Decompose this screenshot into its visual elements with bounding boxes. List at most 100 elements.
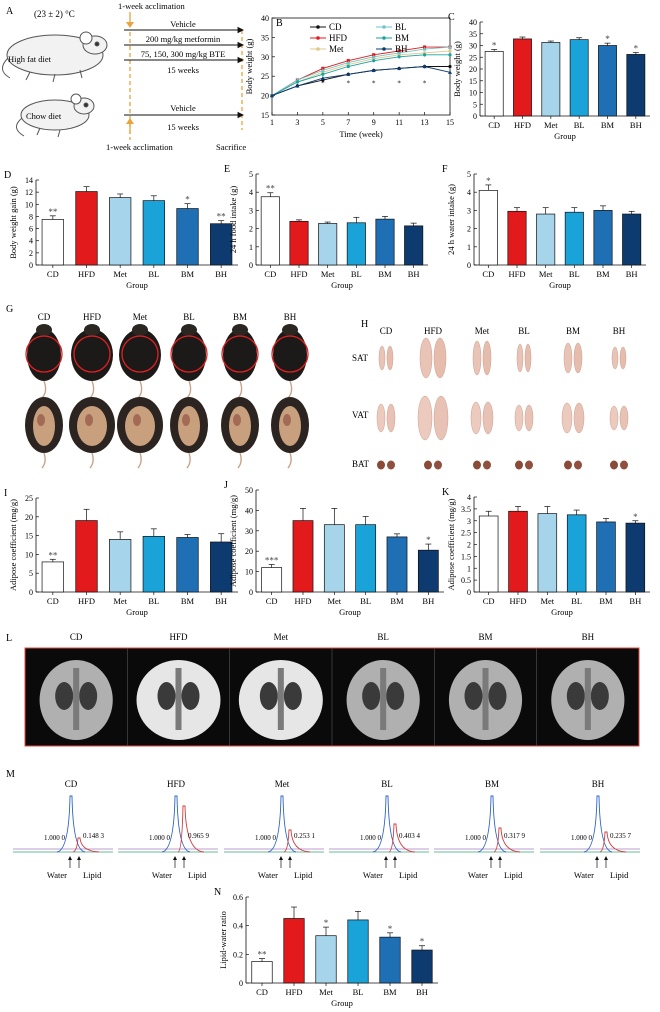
legend-label: BM <box>395 33 409 43</box>
legend-label: BH <box>395 44 408 54</box>
arrow-head-icon <box>237 111 245 119</box>
chart-f-water-intake: F 0 1 2 3 4 5 * CD HFD Met BL BM BH Group 24 h water in… <box>442 164 646 290</box>
sat-tissue-photo <box>611 346 619 370</box>
y-tick-label: 10 <box>469 89 477 98</box>
x-tick-label: BL <box>574 120 585 130</box>
y-axis-label: Adipose coefficient (mg/g) <box>8 499 18 591</box>
legend-marker <box>316 47 320 51</box>
lipid-label: Lipid <box>504 870 523 880</box>
x-tick-label: 5 <box>321 118 325 127</box>
mri-spine <box>584 668 591 730</box>
x-tick-label: CD <box>47 269 59 279</box>
bar-bl <box>569 39 589 117</box>
chow-diet-label: Chow diet <box>26 111 62 121</box>
sat-tissue-photo <box>573 342 583 374</box>
chow-vehicle-label: Vehicle <box>170 103 196 113</box>
bat-tissue-photo <box>610 460 618 470</box>
sat-tissue-photo <box>378 345 386 371</box>
bat-tissue-photo <box>377 460 385 470</box>
y-axis-label: Body weight gain (g) <box>8 186 18 259</box>
chart-i-adipose-sat: I 0 5 10 15 20 25 ** CD HFD Met BL BM BH Group Adipose … <box>4 488 238 617</box>
bar-bl <box>566 514 587 593</box>
arrow-head-icon <box>126 22 134 28</box>
x-tick-label: Met <box>540 596 554 606</box>
bar-bm <box>379 936 401 984</box>
bat-tissue-photo <box>387 460 395 470</box>
y-tick-label: 3 <box>467 206 471 215</box>
bar-bl <box>564 211 584 266</box>
legend-marker <box>316 36 320 40</box>
bar-met <box>323 524 345 593</box>
water-reference-value: 1.000 0 <box>255 834 277 842</box>
x-tick-label: BH <box>422 596 434 606</box>
bat-tissue-photo <box>525 460 533 470</box>
bar-cd <box>41 561 64 593</box>
spectrum-group-label: BL <box>381 779 393 789</box>
lipid-water-value: 0.317 9 <box>504 832 526 840</box>
mouse-tail <box>237 380 243 399</box>
x-tick-label: BM <box>383 987 397 997</box>
x-axis-label: Time (week) <box>339 129 383 139</box>
arrow-head-icon <box>595 856 599 860</box>
significance-mark: ** <box>48 550 58 560</box>
x-tick-label: BM <box>601 120 615 130</box>
legend-label: HFD <box>329 33 348 43</box>
water-peak <box>267 795 297 853</box>
mri-group-label: HFD <box>169 632 188 642</box>
y-axis-label: 24 h food intake (g) <box>228 186 238 254</box>
arrow-head-icon <box>288 856 292 860</box>
x-tick-label: HFD <box>285 987 302 997</box>
y-tick-label: 25 <box>261 72 269 81</box>
tissue-group-label: BH <box>613 326 626 336</box>
panel-g-mouse-photos: G CD HFD Met BL BM BH <box>6 304 309 469</box>
legend-label: BL <box>395 22 407 32</box>
x-tick-label: HFD <box>508 269 525 279</box>
x-tick-label: BH <box>215 269 227 279</box>
lipid-peak <box>177 805 205 853</box>
y-axis-label: Adipose coefficient (mg/g) <box>228 495 238 587</box>
vat-tissue-photo <box>433 395 449 441</box>
bat-tissue-photo <box>473 460 481 470</box>
bar-met <box>109 197 132 266</box>
chart-c-body-weight: C 0 5 10 15 20 25 30 35 40 * CD HFD Met BL * BM * BH Group B… <box>448 12 650 141</box>
x-tick-label: BH <box>215 596 227 606</box>
y-tick-label: 1 <box>467 243 471 252</box>
bat-tissue-photo <box>483 460 491 470</box>
x-axis-label: Group <box>339 607 361 617</box>
lipid-peak <box>388 823 416 853</box>
mri-organ <box>181 682 200 710</box>
bar-cd <box>261 567 283 593</box>
x-tick-label: 9 <box>372 118 376 127</box>
mri-organ <box>283 682 302 710</box>
x-tick-label: BH <box>630 120 642 130</box>
x-tick-label: Met <box>113 269 127 279</box>
x-tick-label: CD <box>482 269 494 279</box>
y-tick-label: 0.2 <box>233 950 243 959</box>
row-label-sat: SAT <box>352 353 369 363</box>
lipid-water-value: 0.965 9 <box>188 832 210 840</box>
y-tick-label: 3.5 <box>461 505 471 514</box>
legend-marker <box>316 25 320 29</box>
significance-mark: * <box>347 80 351 88</box>
y-tick-label: 40 <box>245 506 253 515</box>
bar-hfd <box>508 510 528 593</box>
sat-tissue-photo <box>433 337 447 379</box>
x-axis-label: Group <box>549 280 571 290</box>
y-tick-label: 0 <box>467 588 471 597</box>
mri-organ <box>79 682 98 710</box>
x-tick-label: Met <box>113 596 127 606</box>
x-tick-label: 11 <box>395 118 403 127</box>
y-axis-label: Body weight (g) <box>244 38 254 94</box>
chart-title: E <box>224 164 230 175</box>
panel-l-label: L <box>6 633 12 644</box>
mri-group-label: CD <box>70 632 83 642</box>
arrow-head-icon <box>489 856 493 860</box>
y-tick-label: 2 <box>467 541 471 550</box>
fat-region-circle-icon <box>25 335 63 373</box>
significance-mark: * <box>486 176 491 186</box>
mri-organ <box>259 682 278 710</box>
x-tick-label: BL <box>360 596 371 606</box>
y-tick-label: 3 <box>249 206 253 215</box>
x-tick-label: BH <box>408 269 420 279</box>
